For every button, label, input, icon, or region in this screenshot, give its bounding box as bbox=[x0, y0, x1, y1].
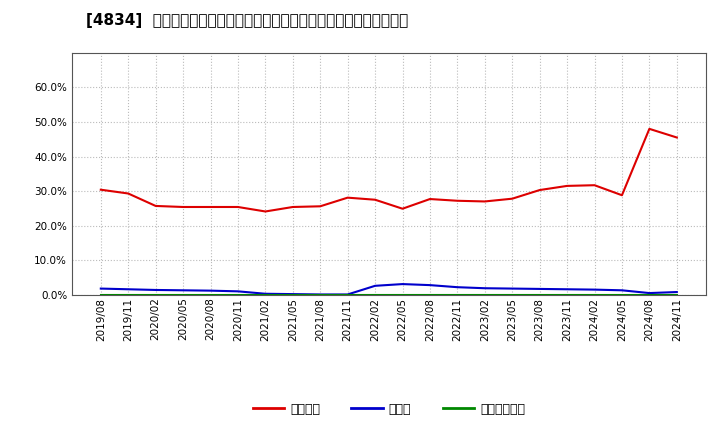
自己資本 bbox=[508, 196, 516, 202]
のれん bbox=[508, 286, 516, 291]
自己資本 bbox=[124, 191, 132, 196]
繰延税金資産 bbox=[371, 292, 379, 297]
繰延税金資産 bbox=[480, 292, 489, 297]
のれん bbox=[426, 282, 434, 288]
繰延税金資産 bbox=[289, 292, 297, 297]
のれん bbox=[453, 285, 462, 290]
自己資本 bbox=[453, 198, 462, 203]
自己資本 bbox=[480, 199, 489, 204]
繰延税金資産 bbox=[618, 292, 626, 297]
のれん bbox=[151, 287, 160, 293]
自己資本 bbox=[645, 126, 654, 132]
のれん bbox=[96, 286, 105, 291]
繰延税金資産 bbox=[343, 292, 352, 297]
繰延税金資産 bbox=[453, 292, 462, 297]
のれん bbox=[672, 290, 681, 295]
繰延税金資産 bbox=[124, 292, 132, 297]
のれん bbox=[563, 286, 572, 292]
繰延税金資産 bbox=[151, 292, 160, 297]
自己資本 bbox=[179, 204, 187, 209]
のれん bbox=[233, 289, 242, 294]
自己資本 bbox=[590, 183, 599, 188]
Legend: 自己資本, のれん, 繰延税金資産: 自己資本, のれん, 繰延税金資産 bbox=[248, 398, 530, 421]
自己資本 bbox=[563, 183, 572, 188]
自己資本 bbox=[536, 187, 544, 193]
Line: 自己資本: 自己資本 bbox=[101, 129, 677, 212]
繰延税金資産 bbox=[672, 292, 681, 297]
Line: のれん: のれん bbox=[101, 284, 677, 294]
Text: [4834]  自己資本、のれん、繰延税金資産の総資産に対する比率の推移: [4834] 自己資本、のれん、繰延税金資産の総資産に対する比率の推移 bbox=[86, 13, 409, 28]
自己資本 bbox=[398, 206, 407, 211]
のれん bbox=[590, 287, 599, 292]
自己資本 bbox=[289, 204, 297, 209]
のれん bbox=[206, 288, 215, 293]
のれん bbox=[343, 292, 352, 297]
のれん bbox=[618, 288, 626, 293]
繰延税金資産 bbox=[590, 292, 599, 297]
のれん bbox=[480, 286, 489, 291]
繰延税金資産 bbox=[96, 292, 105, 297]
自己資本 bbox=[206, 204, 215, 209]
自己資本 bbox=[672, 135, 681, 140]
繰延税金資産 bbox=[563, 292, 572, 297]
繰延税金資産 bbox=[508, 292, 516, 297]
のれん bbox=[398, 282, 407, 287]
自己資本 bbox=[426, 196, 434, 202]
のれん bbox=[645, 290, 654, 296]
自己資本 bbox=[343, 195, 352, 200]
自己資本 bbox=[316, 204, 325, 209]
繰延税金資産 bbox=[179, 292, 187, 297]
繰延税金資産 bbox=[536, 292, 544, 297]
繰延税金資産 bbox=[206, 292, 215, 297]
繰延税金資産 bbox=[645, 292, 654, 297]
のれん bbox=[371, 283, 379, 289]
自己資本 bbox=[261, 209, 270, 214]
繰延税金資産 bbox=[398, 292, 407, 297]
のれん bbox=[124, 286, 132, 292]
のれん bbox=[289, 291, 297, 297]
のれん bbox=[316, 292, 325, 297]
のれん bbox=[536, 286, 544, 292]
自己資本 bbox=[371, 197, 379, 202]
のれん bbox=[179, 288, 187, 293]
繰延税金資産 bbox=[426, 292, 434, 297]
繰延税金資産 bbox=[261, 292, 270, 297]
繰延税金資産 bbox=[233, 292, 242, 297]
のれん bbox=[261, 291, 270, 297]
自己資本 bbox=[96, 187, 105, 192]
自己資本 bbox=[618, 193, 626, 198]
自己資本 bbox=[233, 204, 242, 209]
繰延税金資産 bbox=[316, 292, 325, 297]
自己資本 bbox=[151, 203, 160, 209]
